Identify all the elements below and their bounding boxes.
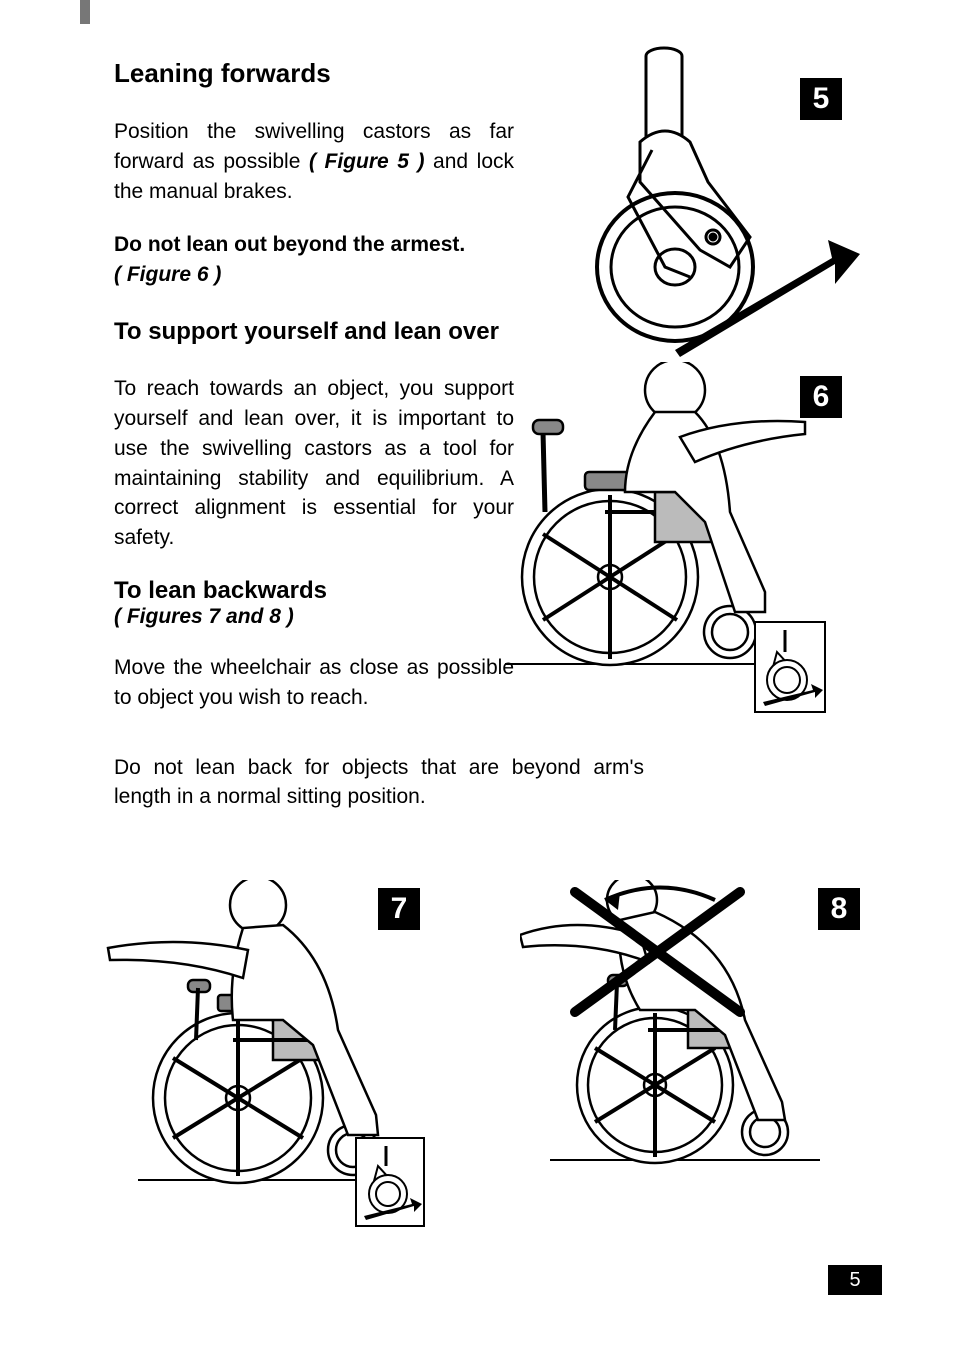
figure-7-svg <box>98 880 428 1240</box>
figure-5-badge: 5 <box>800 78 842 120</box>
heading-leaning-forwards: Leaning forwards <box>114 58 514 89</box>
figure-5-label: 5 <box>813 82 830 116</box>
para-move-close: Move the wheelchair as close as possible… <box>114 653 514 713</box>
figure-6-ref: ( Figure 6 ) <box>114 263 221 286</box>
para-support-lean: To reach towards an object, you support … <box>114 374 514 553</box>
warning-line1: Do not lean out beyond the armest. <box>114 233 465 256</box>
page: Leaning forwards Position the swivelling… <box>0 0 954 1350</box>
para-arms-length: Do not lean back for objects that are be… <box>114 753 644 813</box>
figure-5-ref: ( Figure 5 ) <box>309 150 425 173</box>
figures-7-8-ref: ( Figures 7 and 8 ) <box>114 605 514 629</box>
text-column: Leaning forwards Position the swivelling… <box>114 58 514 713</box>
figure-8-svg <box>520 880 850 1200</box>
margin-rule <box>80 0 90 24</box>
figure-7-label: 7 <box>391 892 408 926</box>
warning-armrest: Do not lean out beyond the armest. ( Fig… <box>114 230 514 290</box>
figure-8-label: 8 <box>831 892 848 926</box>
figure-7 <box>98 880 428 1240</box>
heading-support-lean: To support yourself and lean over <box>114 318 514 346</box>
page-number: 5 <box>828 1265 882 1295</box>
figure-8-badge: 8 <box>818 888 860 930</box>
para-castors: Position the swivelling castors as far f… <box>114 117 514 206</box>
figure-6-badge: 6 <box>800 376 842 418</box>
figure-7-badge: 7 <box>378 888 420 930</box>
heading-lean-backwards: To lean backwards <box>114 577 514 605</box>
figure-8 <box>520 880 850 1200</box>
page-number-value: 5 <box>849 1269 860 1292</box>
figure-6-label: 6 <box>813 380 830 414</box>
